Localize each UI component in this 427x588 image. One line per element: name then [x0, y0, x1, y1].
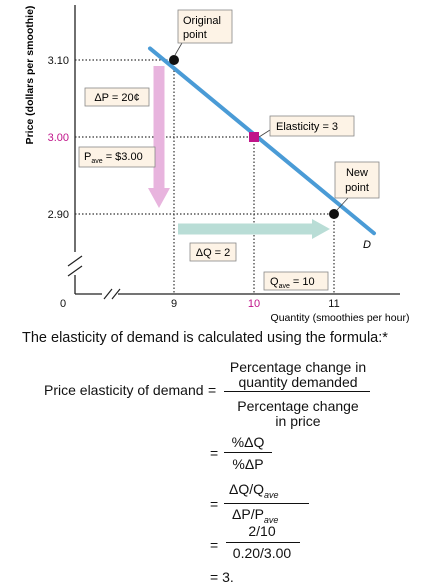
leader-line	[336, 197, 349, 211]
data-point-new	[329, 209, 339, 219]
delta-q-label: ΔQ = 2	[196, 247, 231, 259]
fraction-bar-1	[224, 391, 370, 392]
fraction-bar-2	[224, 452, 272, 453]
p-ave-box	[78, 146, 156, 168]
y-tick-label: 3.00	[48, 132, 69, 144]
delta-q-box	[189, 242, 237, 262]
leader-line	[258, 129, 271, 138]
leader-line	[174, 42, 183, 56]
numerator-2: %ΔQ	[231, 434, 265, 450]
numerator-4: 2/10	[248, 523, 276, 539]
numerator-1-line1: Percentage change in	[229, 359, 367, 375]
pe-label: Price elasticity of demand	[44, 382, 204, 398]
equals-sign: =	[210, 445, 219, 461]
numerator-3: ΔQ/Qave	[229, 481, 279, 500]
y-axis-break	[67, 255, 83, 277]
original-point-label: Original	[183, 15, 221, 27]
result: = 3.	[210, 569, 234, 585]
delta-p-arrowhead	[148, 188, 170, 208]
denominator-3: ΔP/Pave	[232, 506, 279, 525]
new-point-label: point	[345, 182, 369, 194]
denominator-4: 0.20/3.00	[232, 545, 292, 561]
x-axis-title: Quantity (smoothies per hour)	[271, 312, 410, 324]
delta-p-box	[84, 87, 150, 107]
demand-curve	[148, 46, 376, 236]
data-point-original	[169, 55, 179, 65]
equals-sign: =	[210, 496, 219, 512]
elasticity-chart: Price (dollars per smoothie) D Original poi…	[24, 5, 410, 324]
delta-p-label: ΔP = 20¢	[94, 92, 139, 104]
denominator-1-line2: in price	[275, 413, 321, 429]
new-point-box	[334, 161, 380, 199]
y-tick-label: 3.10	[48, 55, 69, 67]
demand-curve-label: D	[363, 239, 371, 251]
x-axis-break	[103, 288, 121, 300]
elasticity-label: Elasticity = 3	[276, 121, 338, 133]
delta-q-arrowhead	[312, 219, 330, 239]
original-point-box	[177, 9, 233, 44]
x-tick-label: 10	[248, 298, 260, 310]
equals-sign: =	[208, 382, 217, 398]
data-point-elasticity	[249, 132, 259, 142]
elasticity-box	[269, 115, 355, 137]
equals-sign: =	[210, 537, 219, 553]
denominator-1-line1: Percentage change	[237, 398, 359, 414]
y-tick-label: 2.90	[48, 209, 69, 221]
fraction-bar-3	[224, 503, 309, 504]
q-ave-label: Qave = 10	[270, 276, 315, 290]
x-tick-label: 0	[60, 298, 66, 310]
q-ave-box	[263, 271, 329, 291]
original-point-label: point	[183, 29, 207, 41]
numerator-1-line2: quantity demanded	[238, 374, 358, 390]
p-ave-label: Pave = $3.00	[84, 151, 143, 165]
new-point-label: New	[346, 167, 368, 179]
y-axis-title: Price (dollars per smoothie)	[24, 6, 36, 145]
denominator-2: %ΔP	[232, 456, 264, 472]
x-tick-label: 11	[328, 298, 339, 310]
x-tick-label: 9	[171, 298, 177, 310]
fraction-bar-4	[226, 542, 300, 543]
